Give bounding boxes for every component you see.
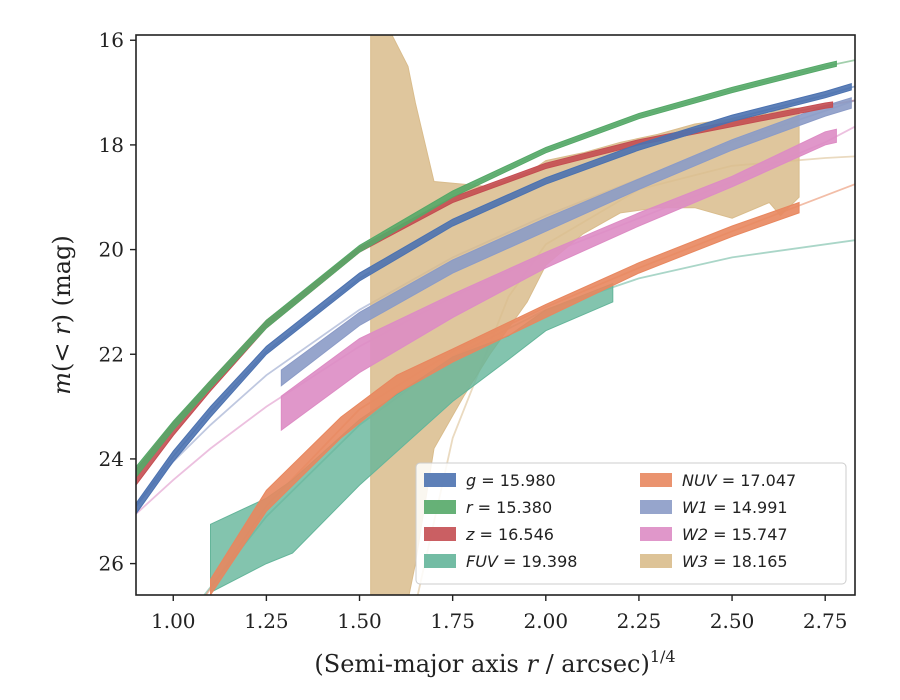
band-nuv bbox=[210, 201, 800, 595]
band-w2 bbox=[280, 128, 837, 432]
legend-label-w2: W2 = 15.747 bbox=[682, 525, 788, 544]
y-tick-label: 20 bbox=[99, 238, 124, 262]
legend-swatch-w2 bbox=[640, 527, 672, 541]
x-tick-label: 1.50 bbox=[337, 609, 382, 633]
x-axis-label-suffix: / arcsec) bbox=[538, 650, 650, 678]
data-bands bbox=[136, 35, 852, 595]
x-tick-label: 2.75 bbox=[803, 609, 848, 633]
y-axis: 16 18 20 22 24 26 bbox=[99, 28, 136, 576]
y-axis-label-m: m bbox=[48, 372, 76, 395]
legend-items: g = 15.980 r = 15.380 z = 16.546 FUV = 19.3… bbox=[424, 471, 796, 571]
x-tick-label: 1.75 bbox=[430, 609, 475, 633]
x-axis-label-exponent: 1/4 bbox=[650, 647, 676, 666]
legend-label-g: g = 15.980 bbox=[466, 471, 556, 490]
legend-label-w1: W1 = 14.991 bbox=[682, 498, 788, 517]
legend-swatch-r bbox=[424, 500, 456, 514]
legend-swatch-nuv bbox=[640, 473, 672, 487]
x-axis: 1.00 1.25 1.50 1.75 2.00 2.25 2.50 2.75 bbox=[151, 595, 847, 633]
legend-swatch-w3 bbox=[640, 554, 672, 568]
x-axis-label-var: r bbox=[526, 650, 539, 678]
legend-label-r: r = 15.380 bbox=[466, 498, 552, 517]
band-r bbox=[136, 60, 837, 479]
legend-label-fuv: FUV = 19.398 bbox=[466, 552, 577, 571]
legend: g = 15.980 r = 15.380 z = 16.546 FUV = 19.3… bbox=[415, 462, 847, 585]
x-axis-label-prefix: (Semi-major axis bbox=[314, 650, 526, 678]
y-tick-label: 16 bbox=[99, 28, 124, 52]
x-tick-label: 2.25 bbox=[617, 609, 662, 633]
legend-label-w3: W3 = 18.165 bbox=[682, 552, 788, 571]
x-tick-label: 2.50 bbox=[710, 609, 755, 633]
plot-area bbox=[136, 35, 855, 595]
x-tick-label: 1.00 bbox=[151, 609, 196, 633]
y-axis-label-var: r bbox=[48, 322, 76, 335]
legend-swatch-fuv bbox=[424, 554, 456, 568]
x-tick-label: 2.00 bbox=[524, 609, 569, 633]
band-w3 bbox=[370, 35, 800, 595]
band-w1 bbox=[280, 97, 852, 387]
y-tick-label: 18 bbox=[99, 133, 124, 157]
legend-box bbox=[415, 462, 847, 585]
legend-swatch-z bbox=[424, 527, 456, 541]
x-axis-label: (Semi-major axis r / arcsec)1/4 bbox=[314, 647, 675, 678]
y-tick-label: 24 bbox=[99, 447, 124, 471]
y-axis-label-suffix: ) (mag) bbox=[48, 235, 76, 323]
y-axis-label: m(< r) (mag) bbox=[48, 235, 76, 395]
legend-swatch-g bbox=[424, 473, 456, 487]
y-tick-label: 22 bbox=[99, 342, 124, 366]
legend-swatch-w1 bbox=[640, 500, 672, 514]
x-tick-label: 1.25 bbox=[244, 609, 289, 633]
y-tick-label: 26 bbox=[99, 552, 124, 576]
y-axis-label-inner: (< bbox=[48, 335, 76, 372]
legend-label-z: z = 16.546 bbox=[465, 525, 554, 544]
legend-label-nuv: NUV = 17.047 bbox=[682, 471, 796, 490]
plot-frame bbox=[135, 34, 856, 596]
band-g bbox=[136, 83, 852, 515]
